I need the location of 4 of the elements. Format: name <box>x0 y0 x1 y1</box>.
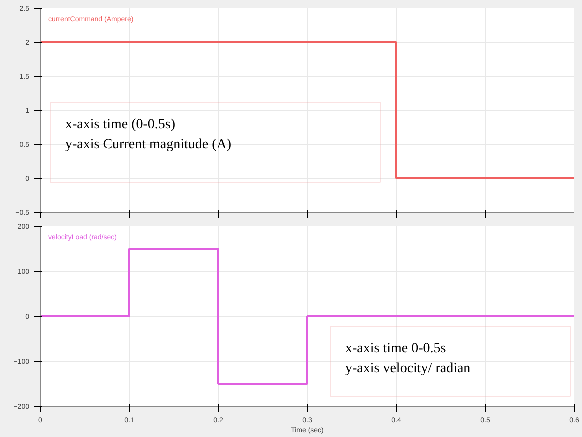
annotation: x-axis time (0-0.5s) <box>66 118 176 132</box>
annotation: y-axis Current magnitude (A) <box>66 138 232 152</box>
annotation: x-axis time 0-0.5s <box>346 342 446 356</box>
annotation: y-axis velocity/ radian <box>346 362 471 376</box>
